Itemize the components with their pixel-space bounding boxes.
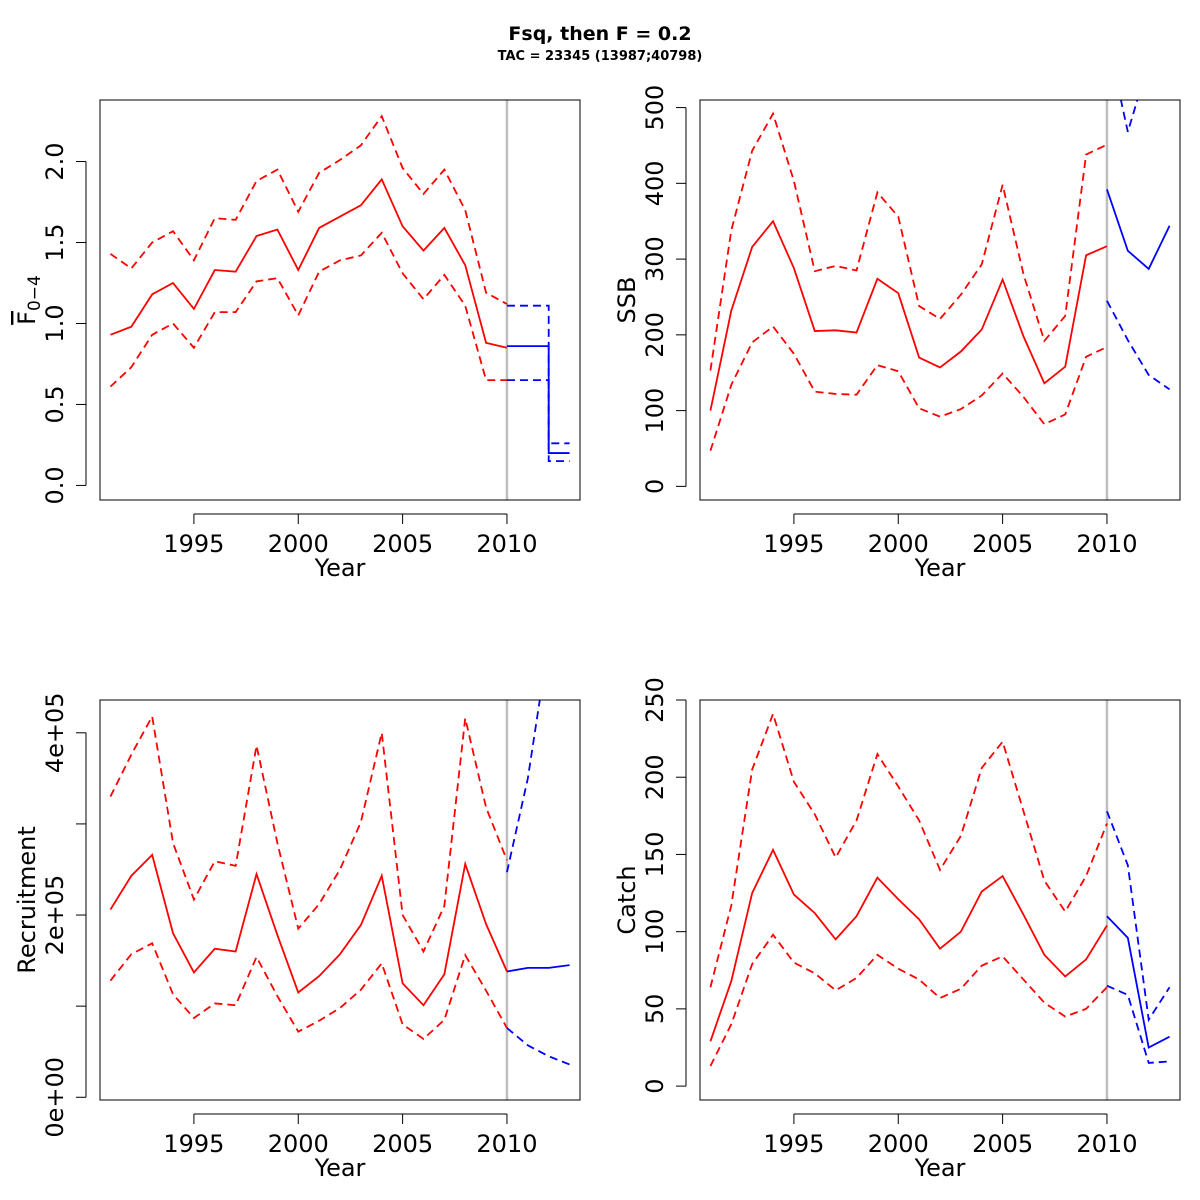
series-line-history-mid	[109, 853, 508, 1007]
y-axis-label: SSB	[613, 277, 641, 324]
x-axis-label: Year	[914, 554, 966, 582]
series-line-forecast-upper	[1120, 100, 1139, 133]
chart-panel-2: 1995 2000 2005 2010 Year 0 100 200 300 400 500 SSB	[613, 85, 1181, 582]
series-line-forecast-upper	[506, 700, 541, 873]
y-tick-label: 0.5	[41, 385, 69, 423]
x-axis-label: Year	[314, 1154, 366, 1182]
x-tick-label: 2010	[476, 530, 537, 558]
series-line-history-upper	[109, 713, 508, 954]
y-tick-label: 1.5	[41, 223, 69, 261]
chart-panel-1: 1995 2000 2005 2010 Year 0.0 0.5 1.0 1.5 2.0 F0−4	[13, 99, 581, 582]
series-line-history-lower	[109, 942, 508, 1041]
y-axis-label: F0−4	[13, 275, 45, 325]
series-line-forecast-mid	[506, 964, 570, 973]
series-line-history-upper	[709, 711, 1108, 988]
x-tick-label: 2000	[868, 1130, 929, 1158]
x-tick-label: 1995	[763, 1130, 824, 1158]
series-line-history-mid	[709, 847, 1108, 1042]
x-tick-label: 1995	[163, 530, 224, 558]
y-axis-label-subscript: 0−4	[25, 275, 45, 311]
x-tick-label: 2005	[372, 1130, 433, 1158]
y-tick-label: 0	[641, 479, 669, 494]
x-tick-label: 1995	[163, 1130, 224, 1158]
series-line-forecast-mid	[506, 345, 570, 454]
y-tick-label: 150	[641, 832, 669, 878]
series-line-forecast-upper	[506, 304, 570, 445]
series-line-history-upper	[709, 111, 1108, 371]
x-tick-label: 2005	[972, 530, 1033, 558]
y-tick-label: 200	[641, 312, 669, 358]
y-tick-label: 4e+05	[41, 692, 69, 773]
series-line-forecast-lower	[1106, 300, 1171, 391]
plot-frame	[699, 99, 1181, 501]
series-line-forecast-lower	[1106, 984, 1170, 1064]
x-tick-label: 2000	[868, 530, 929, 558]
series-line-forecast-upper	[1106, 810, 1171, 1023]
chart-subtitle: TAC = 23345 (13987;40798)	[498, 49, 703, 64]
plot-frame	[99, 99, 581, 501]
y-tick-label: 100	[641, 909, 669, 955]
y-tick-label: 100	[641, 388, 669, 434]
y-tick-label: 0.0	[41, 466, 69, 504]
y-tick-label: 300	[641, 236, 669, 282]
y-tick-label: 2.0	[41, 142, 69, 180]
x-tick-label: 2010	[476, 1130, 537, 1158]
y-tick-label: 0	[641, 1078, 669, 1093]
plot-frame	[699, 699, 1181, 1101]
y-tick-label: 0e+00	[41, 1057, 69, 1138]
x-tick-label: 2010	[1076, 530, 1137, 558]
y-tick-label: 250	[641, 677, 669, 723]
y-tick-label: 2e+05	[41, 875, 69, 956]
y-tick-label: 500	[641, 85, 669, 131]
series-line-forecast-mid	[1106, 189, 1171, 271]
series-line-history-lower	[709, 325, 1108, 452]
x-axis-label: Year	[914, 1154, 966, 1182]
x-tick-label: 2000	[268, 1130, 329, 1158]
x-axis-label: Year	[314, 554, 366, 582]
x-tick-label: 2005	[372, 530, 433, 558]
y-axis-label: Recruitment	[13, 826, 41, 973]
y-tick-label: 400	[641, 160, 669, 206]
plot-frame	[99, 699, 581, 1101]
y-tick-label: 1.0	[41, 304, 69, 342]
y-tick-label: 50	[641, 994, 669, 1025]
x-tick-label: 2010	[1076, 1130, 1137, 1158]
x-tick-label: 2000	[268, 530, 329, 558]
series-line-history-mid	[110, 177, 508, 349]
y-tick-label: 200	[641, 754, 669, 800]
series-line-forecast-lower	[506, 379, 570, 463]
series-line-history-mid	[709, 219, 1108, 411]
series-line-history-lower	[109, 231, 507, 388]
series-line-forecast-mid	[1106, 915, 1170, 1049]
series-line-forecast-lower	[506, 1027, 570, 1066]
chart-panel-4: 1995 2000 2005 2010 Year 0 50 100 150 200 250 Catch	[613, 677, 1181, 1182]
x-tick-label: 2005	[972, 1130, 1033, 1158]
y-axis-label-main: F	[13, 311, 41, 325]
x-tick-label: 1995	[763, 530, 824, 558]
chart-title: Fsq, then F = 0.2	[508, 23, 691, 45]
series-line-history-upper	[109, 114, 508, 305]
series-line-history-lower	[709, 933, 1108, 1067]
chart-panel-3: 1995 2000 2005 2010 Year 0e+00 2e+05 4e+05 Recru…	[13, 692, 581, 1182]
y-axis-label: Catch	[613, 865, 641, 934]
